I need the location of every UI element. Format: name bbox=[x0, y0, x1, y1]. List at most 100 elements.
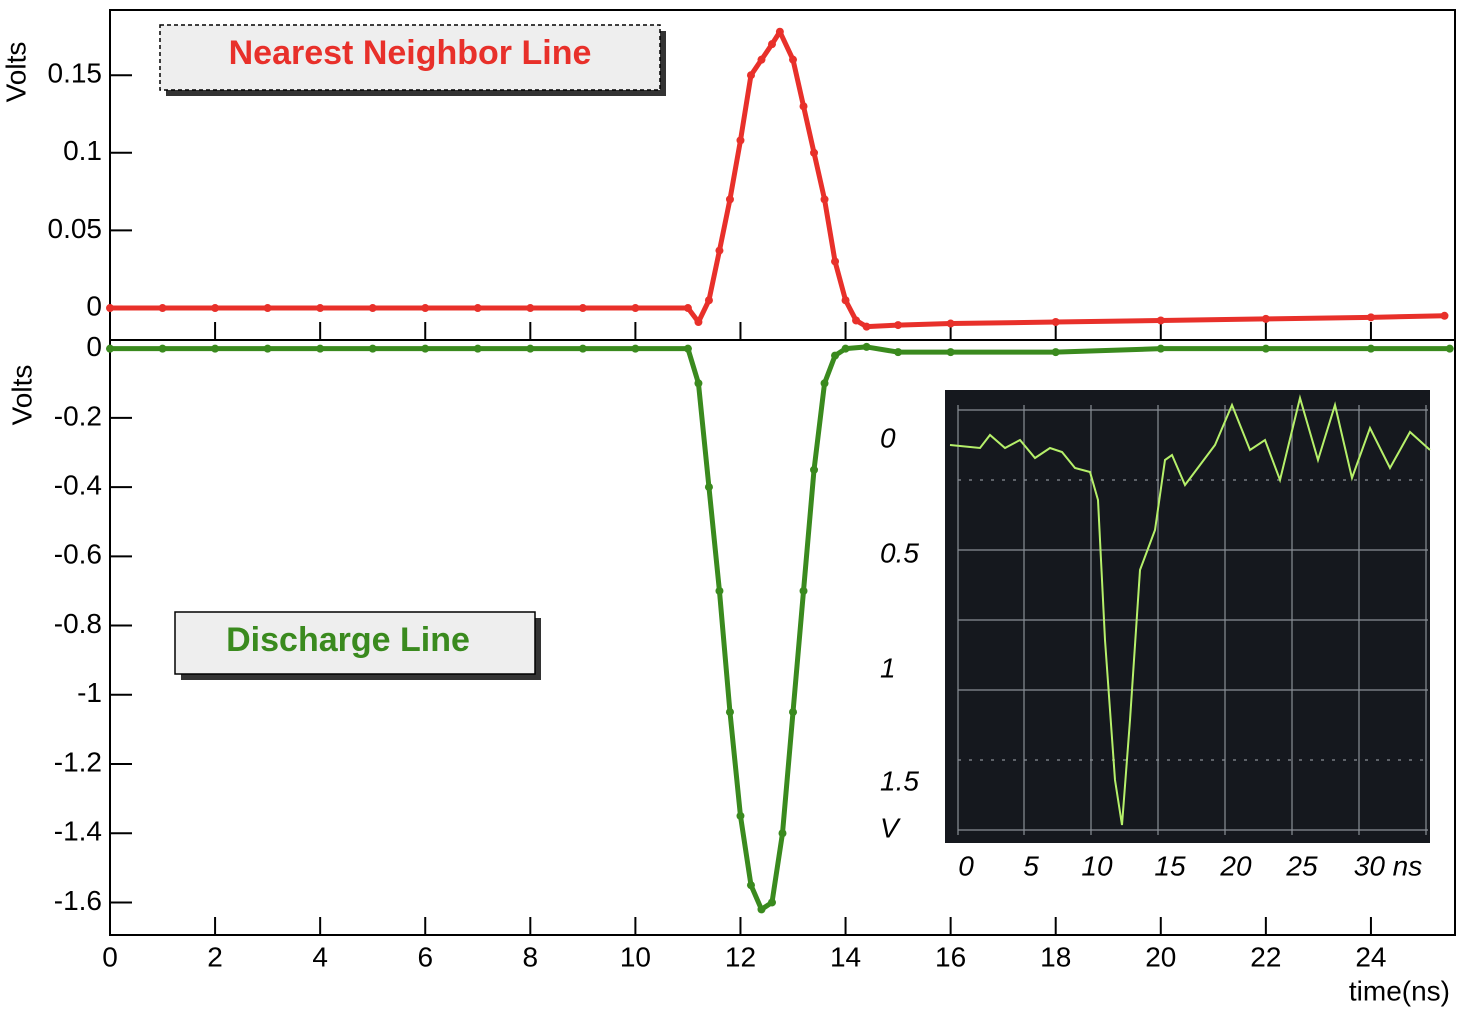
data-point bbox=[683, 304, 692, 313]
data-point bbox=[820, 195, 829, 204]
x-tick-label: 0 bbox=[102, 941, 118, 972]
data-point bbox=[789, 708, 798, 717]
data-point bbox=[799, 102, 808, 111]
y-tick-label: -1.2 bbox=[54, 746, 102, 777]
data-point bbox=[421, 344, 430, 353]
data-point bbox=[578, 344, 587, 353]
data-point bbox=[1051, 348, 1060, 357]
y-axis-label: Volts bbox=[0, 42, 31, 103]
data-point bbox=[841, 344, 850, 353]
x-tick-label: 18 bbox=[1040, 941, 1071, 972]
annotation: Discharge Line bbox=[226, 621, 470, 659]
data-point bbox=[775, 27, 784, 36]
data-point bbox=[368, 344, 377, 353]
inset-x-label: 15 bbox=[1154, 850, 1186, 881]
data-point bbox=[158, 344, 167, 353]
x-axis-label: time(ns) bbox=[1349, 975, 1450, 1006]
inset-y-label: 1 bbox=[880, 652, 896, 683]
y-tick-label: -1.6 bbox=[54, 885, 102, 916]
data-point bbox=[894, 348, 903, 357]
inset-x-label: 30 ns bbox=[1354, 850, 1423, 881]
data-point bbox=[704, 296, 713, 305]
data-point bbox=[757, 55, 766, 64]
data-point bbox=[106, 304, 114, 313]
x-tick-label: 2 bbox=[207, 941, 223, 972]
data-point bbox=[767, 40, 776, 49]
scope-grid bbox=[957, 405, 1428, 835]
annotation: Nearest Neighbor Line bbox=[229, 34, 592, 72]
data-point bbox=[1261, 314, 1270, 323]
inset-photo bbox=[945, 390, 1431, 843]
data-point bbox=[704, 483, 713, 492]
data-point bbox=[810, 465, 819, 474]
x-tick-label: 24 bbox=[1355, 941, 1386, 972]
data-point bbox=[106, 344, 114, 353]
data-point bbox=[841, 296, 850, 305]
data-point bbox=[683, 344, 692, 353]
data-point bbox=[831, 257, 840, 266]
y-axis-label: Volts bbox=[6, 365, 37, 426]
inset-x-label: 5 bbox=[1023, 850, 1039, 881]
inset-x-label: 25 bbox=[1285, 850, 1318, 881]
data-point bbox=[316, 304, 325, 313]
y-tick-label: 0.1 bbox=[63, 135, 102, 166]
data-point bbox=[736, 136, 745, 145]
data-point bbox=[820, 379, 829, 388]
annotation-box bbox=[159, 24, 661, 91]
inset-x-label: 10 bbox=[1081, 850, 1113, 881]
inset-y-label: 1.5 bbox=[880, 765, 919, 796]
data-point bbox=[1366, 313, 1375, 322]
y-tick-label: 0 bbox=[86, 290, 102, 321]
data-point bbox=[694, 317, 703, 326]
data-point bbox=[158, 304, 167, 313]
frame bbox=[109, 9, 1456, 936]
inset-y-label: 0.5 bbox=[880, 537, 919, 568]
data-point bbox=[799, 586, 808, 595]
data-point bbox=[831, 351, 840, 360]
data-point bbox=[946, 319, 955, 328]
data-point bbox=[473, 304, 482, 313]
x-tick-label: 14 bbox=[830, 941, 861, 972]
data-point bbox=[473, 344, 482, 353]
inset-y-label: V bbox=[880, 812, 901, 843]
y-tick-label: -0.6 bbox=[54, 539, 102, 570]
data-point bbox=[1051, 317, 1060, 326]
inset-x-label: 0 bbox=[958, 850, 974, 881]
data-point bbox=[852, 316, 861, 325]
x-tick-label: 12 bbox=[725, 941, 756, 972]
y-tick-label: -1 bbox=[77, 677, 102, 708]
inset-x-label: 20 bbox=[1219, 850, 1252, 881]
data-point bbox=[746, 881, 755, 890]
data-point bbox=[211, 344, 220, 353]
data-point bbox=[368, 304, 377, 313]
data-point bbox=[725, 195, 734, 204]
data-point bbox=[810, 148, 819, 157]
y-tick-label: -0.2 bbox=[54, 400, 102, 431]
x-tick-label: 10 bbox=[620, 941, 651, 972]
x-tick-label: 4 bbox=[312, 941, 328, 972]
data-point bbox=[694, 379, 703, 388]
data-point bbox=[631, 304, 640, 313]
data-point bbox=[862, 342, 871, 351]
data-point bbox=[263, 304, 272, 313]
x-tick-label: 8 bbox=[523, 941, 539, 972]
data-point bbox=[746, 71, 755, 80]
y-tick-label: 0 bbox=[86, 331, 102, 362]
data-point bbox=[778, 829, 787, 838]
annotation-box bbox=[174, 611, 536, 675]
data-point bbox=[862, 322, 871, 331]
data-point bbox=[1261, 344, 1270, 353]
data-point bbox=[725, 708, 734, 717]
data-point bbox=[757, 905, 766, 914]
data-point bbox=[1156, 344, 1165, 353]
scope-screen bbox=[945, 390, 1430, 843]
x-tick-label: 20 bbox=[1145, 941, 1176, 972]
y-tick-label: 0.15 bbox=[48, 58, 103, 89]
data-point bbox=[1445, 344, 1454, 353]
data-point bbox=[715, 246, 724, 255]
data-point bbox=[736, 811, 745, 820]
y-tick-label: -0.4 bbox=[54, 469, 102, 500]
data-point bbox=[1156, 316, 1165, 325]
